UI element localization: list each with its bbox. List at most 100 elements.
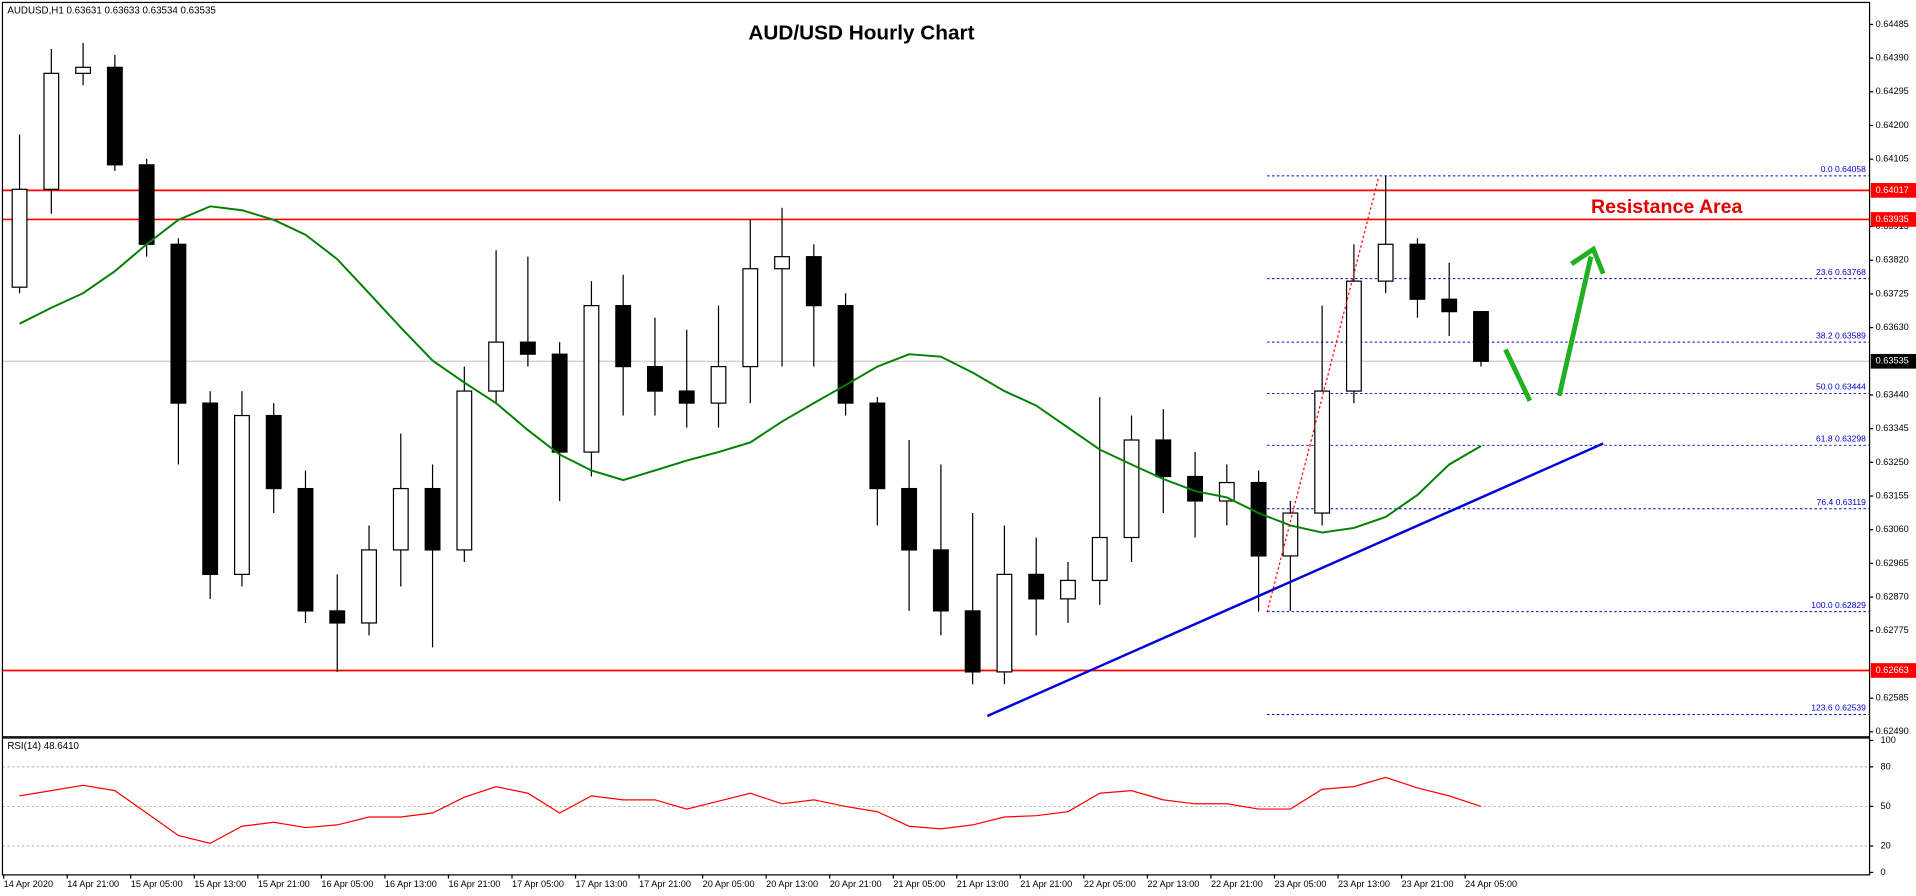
- rsi-tick-label: 80: [1881, 761, 1891, 771]
- rsi-tick-label: 50: [1881, 801, 1891, 811]
- candle-body: [75, 66, 92, 74]
- y-tick-label: 0.63440: [1876, 389, 1909, 399]
- fib-label: 0.0 0.64058: [1821, 164, 1866, 174]
- candle-body: [932, 549, 949, 612]
- y-tick-label: 0.63250: [1876, 457, 1909, 467]
- y-tick-label: 0.64105: [1876, 154, 1909, 164]
- current-price-label: 0.63535: [1876, 356, 1909, 366]
- x-tick-label: 22 Apr 05:00: [1084, 879, 1136, 889]
- candle-body: [1091, 536, 1108, 582]
- candle-body: [1282, 512, 1299, 557]
- forecast-arrow-down: [1503, 348, 1533, 402]
- x-tick-label: 16 Apr 05:00: [321, 879, 373, 889]
- candle-body: [106, 66, 123, 166]
- candle-body: [424, 487, 441, 551]
- fib-label: 76.4 0.63119: [1817, 497, 1867, 507]
- candle-body: [996, 573, 1013, 673]
- candle-body: [1028, 573, 1045, 600]
- y-tick-label: 0.62585: [1876, 693, 1909, 703]
- x-tick-label: 15 Apr 13:00: [194, 879, 246, 889]
- candle-body: [488, 341, 505, 392]
- label-layer: 0.62490 0.62585 0.62775 0.62870 0.62965 0.630…: [4, 19, 1916, 889]
- candle-body: [583, 305, 600, 453]
- level-marker: [1870, 212, 1916, 227]
- candle-body: [329, 610, 346, 624]
- x-tick-label: 21 Apr 05:00: [893, 879, 945, 889]
- candle-body: [901, 487, 918, 551]
- y-tick-label: 0.63155: [1876, 490, 1909, 500]
- candle-body: [742, 268, 759, 368]
- x-tick-label: 16 Apr 13:00: [385, 879, 437, 889]
- x-tick-label: 23 Apr 05:00: [1274, 879, 1326, 889]
- candle-body: [1409, 243, 1426, 300]
- y-tick-label: 0.64485: [1876, 19, 1909, 29]
- level-marker: [1870, 663, 1916, 678]
- candle-body: [869, 402, 886, 490]
- candle-body: [1060, 579, 1076, 600]
- level-label: 0.64017: [1876, 185, 1909, 195]
- x-tick-label: 20 Apr 13:00: [766, 879, 818, 889]
- fib-label: 23.6 0.63768: [1816, 267, 1866, 277]
- y-tick-label: 0.63725: [1876, 288, 1909, 298]
- candle-body: [647, 365, 663, 392]
- y-tick-label: 0.64390: [1876, 53, 1909, 63]
- x-tick-label: 20 Apr 05:00: [703, 879, 755, 889]
- fib-label: 100.0 0.62829: [1811, 600, 1866, 610]
- candle-body: [361, 549, 377, 624]
- candle-body: [615, 305, 632, 368]
- chart-title: AUD/USD Hourly Chart: [748, 22, 974, 45]
- y-tick-label: 0.63060: [1876, 524, 1909, 534]
- candle-body: [551, 353, 568, 453]
- x-tick-label: 17 Apr 13:00: [576, 879, 628, 889]
- candle-body: [392, 487, 409, 551]
- candle-body: [1441, 298, 1458, 313]
- x-tick-label: 23 Apr 13:00: [1338, 879, 1390, 889]
- candle-body: [202, 402, 219, 576]
- candle-body: [234, 414, 250, 576]
- x-tick-label: 23 Apr 21:00: [1402, 879, 1454, 889]
- candle-body: [1377, 243, 1394, 282]
- x-tick-label: 15 Apr 05:00: [131, 879, 183, 889]
- x-tick-label: 22 Apr 13:00: [1147, 879, 1199, 889]
- candle-body: [1155, 439, 1172, 478]
- candle-body: [1314, 390, 1331, 514]
- x-tick-label: 21 Apr 13:00: [957, 879, 1009, 889]
- info-label: AUDUSD,H1 0.63631 0.63633 0.63534 0.6353…: [7, 6, 216, 17]
- candle-body: [456, 390, 473, 551]
- current-price-marker: [1870, 353, 1916, 369]
- fib-label: 61.8 0.63298: [1816, 433, 1866, 443]
- rsi-title: RSI(14) 48.6410: [7, 741, 79, 752]
- x-tick-label: 14 Apr 21:00: [67, 879, 119, 889]
- y-tick-label: 0.64200: [1876, 120, 1909, 130]
- fib-label: 50.0 0.63444: [1816, 382, 1866, 392]
- y-tick-label: 0.62965: [1876, 558, 1909, 568]
- candle-body: [678, 390, 695, 404]
- trend-line: [986, 442, 1604, 718]
- main-layer: [11, 42, 1489, 845]
- candle-body: [1473, 311, 1489, 362]
- candle-body: [519, 341, 536, 355]
- fib-label: 38.2 0.63589: [1816, 330, 1866, 340]
- y-tick-label: 0.63345: [1876, 423, 1909, 433]
- candle-body: [774, 256, 790, 270]
- x-tick-label: 20 Apr 21:00: [830, 879, 882, 889]
- resistance-annotation: Resistance Area: [1591, 196, 1743, 218]
- x-tick-label: 17 Apr 21:00: [639, 879, 691, 889]
- y-tick-label: 0.63630: [1876, 322, 1909, 332]
- x-tick-label: 14 Apr 2020: [4, 879, 53, 889]
- x-tick-label: 17 Apr 05:00: [512, 879, 564, 889]
- candle-body: [43, 72, 60, 190]
- forecast-arrow-up: [1556, 256, 1594, 397]
- y-tick-label: 0.63820: [1876, 255, 1909, 265]
- x-tick-label: 22 Apr 21:00: [1211, 879, 1263, 889]
- y-tick-label: 0.62870: [1876, 592, 1909, 602]
- forecast-arrow-head: [1570, 245, 1606, 275]
- y-tick-label: 0.62775: [1876, 625, 1909, 635]
- x-tick-label: 21 Apr 21:00: [1020, 879, 1072, 889]
- y-tick-label: 0.62490: [1876, 726, 1909, 736]
- fib-label: 123.6 0.62539: [1811, 703, 1866, 713]
- candle-body: [265, 414, 282, 490]
